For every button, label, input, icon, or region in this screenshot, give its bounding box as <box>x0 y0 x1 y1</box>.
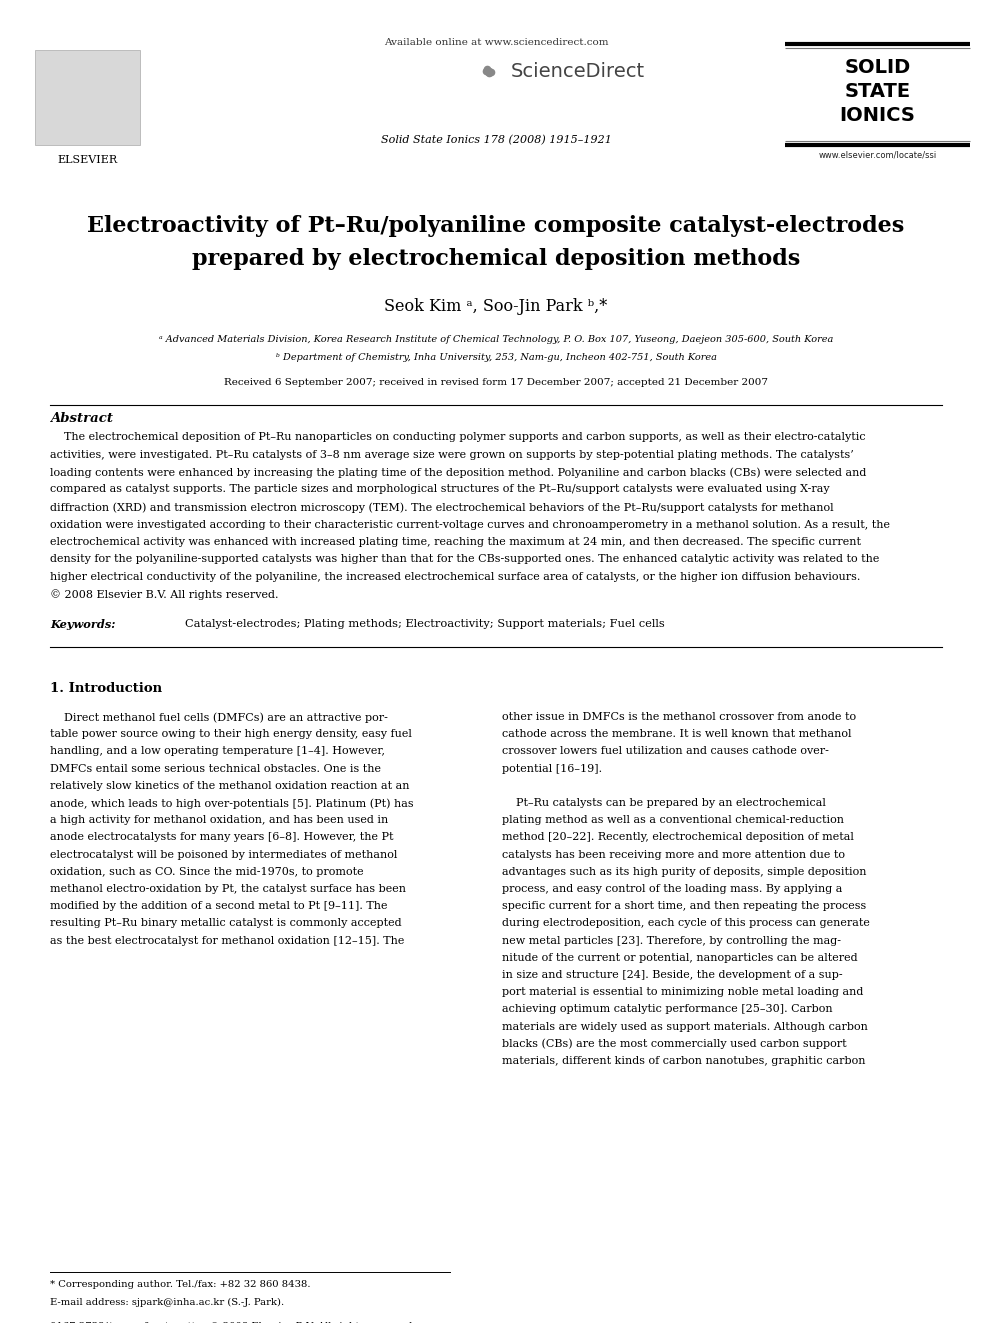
Text: IONICS: IONICS <box>839 106 916 124</box>
Text: * Corresponding author. Tel./fax: +82 32 860 8438.: * Corresponding author. Tel./fax: +82 32… <box>50 1279 310 1289</box>
Text: electrochemical activity was enhanced with increased plating time, reaching the : electrochemical activity was enhanced wi… <box>50 537 861 546</box>
Text: Pt–Ru catalysts can be prepared by an electrochemical: Pt–Ru catalysts can be prepared by an el… <box>502 798 826 808</box>
Text: 1. Introduction: 1. Introduction <box>50 681 162 695</box>
Text: anode electrocatalysts for many years [6–8]. However, the Pt: anode electrocatalysts for many years [6… <box>50 832 394 843</box>
Text: Keywords:: Keywords: <box>50 619 115 630</box>
Text: Available online at www.sciencedirect.com: Available online at www.sciencedirect.co… <box>384 38 608 48</box>
Text: oxidation, such as CO. Since the mid-1970s, to promote: oxidation, such as CO. Since the mid-197… <box>50 867 364 877</box>
Text: handling, and a low operating temperature [1–4]. However,: handling, and a low operating temperatur… <box>50 746 385 757</box>
Text: DMFCs entail some serious technical obstacles. One is the: DMFCs entail some serious technical obst… <box>50 763 381 774</box>
Text: STATE: STATE <box>844 82 911 101</box>
Text: blacks (CBs) are the most commercially used carbon support: blacks (CBs) are the most commercially u… <box>502 1039 846 1049</box>
Text: materials, different kinds of carbon nanotubes, graphitic carbon: materials, different kinds of carbon nan… <box>502 1056 865 1066</box>
Text: prepared by electrochemical deposition methods: prepared by electrochemical deposition m… <box>191 247 801 270</box>
Text: ScienceDirect: ScienceDirect <box>511 62 645 81</box>
Text: Solid State Ionics 178 (2008) 1915–1921: Solid State Ionics 178 (2008) 1915–1921 <box>381 135 611 146</box>
Text: Abstract: Abstract <box>50 411 113 425</box>
Text: diffraction (XRD) and transmission electron microscopy (TEM). The electrochemica: diffraction (XRD) and transmission elect… <box>50 501 833 512</box>
Text: oxidation were investigated according to their characteristic current-voltage cu: oxidation were investigated according to… <box>50 520 890 529</box>
Text: relatively slow kinetics of the methanol oxidation reaction at an: relatively slow kinetics of the methanol… <box>50 781 410 791</box>
Text: loading contents were enhanced by increasing the plating time of the deposition : loading contents were enhanced by increa… <box>50 467 866 478</box>
Text: ᵇ Department of Chemistry, Inha University, 253, Nam-gu, Incheon 402-751, South : ᵇ Department of Chemistry, Inha Universi… <box>276 353 716 363</box>
Text: port material is essential to minimizing noble metal loading and: port material is essential to minimizing… <box>502 987 863 998</box>
Text: Received 6 September 2007; received in revised form 17 December 2007; accepted 2: Received 6 September 2007; received in r… <box>224 378 768 388</box>
Text: The electrochemical deposition of Pt–Ru nanoparticles on conducting polymer supp: The electrochemical deposition of Pt–Ru … <box>50 433 866 442</box>
Text: crossover lowers fuel utilization and causes cathode over-: crossover lowers fuel utilization and ca… <box>502 746 829 757</box>
Text: density for the polyaniline-supported catalysts was higher than that for the CBs: density for the polyaniline-supported ca… <box>50 554 879 565</box>
Text: ELSEVIER: ELSEVIER <box>57 155 117 165</box>
Text: Seok Kim ᵃ, Soo-Jin Park ᵇ,*: Seok Kim ᵃ, Soo-Jin Park ᵇ,* <box>384 298 608 315</box>
Text: other issue in DMFCs is the methanol crossover from anode to: other issue in DMFCs is the methanol cro… <box>502 712 856 722</box>
Text: specific current for a short time, and then repeating the process: specific current for a short time, and t… <box>502 901 866 912</box>
Text: ᵃ Advanced Materials Division, Korea Research Institute of Chemical Technology, : ᵃ Advanced Materials Division, Korea Res… <box>159 335 833 344</box>
Text: electrocatalyst will be poisoned by intermediates of methanol: electrocatalyst will be poisoned by inte… <box>50 849 398 860</box>
Text: a high activity for methanol oxidation, and has been used in: a high activity for methanol oxidation, … <box>50 815 388 826</box>
Text: modified by the addition of a second metal to Pt [9–11]. The: modified by the addition of a second met… <box>50 901 388 912</box>
Text: resulting Pt–Ru binary metallic catalyst is commonly accepted: resulting Pt–Ru binary metallic catalyst… <box>50 918 402 929</box>
Text: E-mail address: sjpark@inha.ac.kr (S.-J. Park).: E-mail address: sjpark@inha.ac.kr (S.-J.… <box>50 1298 284 1307</box>
Text: activities, were investigated. Pt–Ru catalysts of 3–8 nm average size were grown: activities, were investigated. Pt–Ru cat… <box>50 450 854 459</box>
Text: table power source owing to their high energy density, easy fuel: table power source owing to their high e… <box>50 729 412 740</box>
Text: higher electrical conductivity of the polyaniline, the increased electrochemical: higher electrical conductivity of the po… <box>50 572 860 582</box>
Text: achieving optimum catalytic performance [25–30]. Carbon: achieving optimum catalytic performance … <box>502 1004 832 1015</box>
Text: materials are widely used as support materials. Although carbon: materials are widely used as support mat… <box>502 1021 868 1032</box>
Text: during electrodeposition, each cycle of this process can generate: during electrodeposition, each cycle of … <box>502 918 870 929</box>
Text: Direct methanol fuel cells (DMFCs) are an attractive por-: Direct methanol fuel cells (DMFCs) are a… <box>50 712 388 722</box>
Text: potential [16–19].: potential [16–19]. <box>502 763 602 774</box>
Text: new metal particles [23]. Therefore, by controlling the mag-: new metal particles [23]. Therefore, by … <box>502 935 841 946</box>
Text: as the best electrocatalyst for methanol oxidation [12–15]. The: as the best electrocatalyst for methanol… <box>50 935 405 946</box>
Text: methanol electro-oxidation by Pt, the catalyst surface has been: methanol electro-oxidation by Pt, the ca… <box>50 884 406 894</box>
Bar <box>35 50 140 146</box>
Text: cathode across the membrane. It is well known that methanol: cathode across the membrane. It is well … <box>502 729 851 740</box>
Text: compared as catalyst supports. The particle sizes and morphological structures o: compared as catalyst supports. The parti… <box>50 484 829 495</box>
Text: Catalyst-electrodes; Plating methods; Electroactivity; Support materials; Fuel c: Catalyst-electrodes; Plating methods; El… <box>185 619 665 628</box>
Text: SOLID: SOLID <box>844 58 911 77</box>
Text: process, and easy control of the loading mass. By applying a: process, and easy control of the loading… <box>502 884 842 894</box>
Text: method [20–22]. Recently, electrochemical deposition of metal: method [20–22]. Recently, electrochemica… <box>502 832 854 843</box>
Text: Electroactivity of Pt–Ru/polyaniline composite catalyst-electrodes: Electroactivity of Pt–Ru/polyaniline com… <box>87 216 905 237</box>
Text: plating method as well as a conventional chemical-reduction: plating method as well as a conventional… <box>502 815 844 826</box>
Text: catalysts has been receiving more and more attention due to: catalysts has been receiving more and mo… <box>502 849 845 860</box>
Text: anode, which leads to high over-potentials [5]. Platinum (Pt) has: anode, which leads to high over-potentia… <box>50 798 414 808</box>
Text: advantages such as its high purity of deposits, simple deposition: advantages such as its high purity of de… <box>502 867 866 877</box>
Text: in size and structure [24]. Beside, the development of a sup-: in size and structure [24]. Beside, the … <box>502 970 842 980</box>
Text: nitude of the current or potential, nanoparticles can be altered: nitude of the current or potential, nano… <box>502 953 858 963</box>
Text: www.elsevier.com/locate/ssi: www.elsevier.com/locate/ssi <box>818 149 936 159</box>
Text: © 2008 Elsevier B.V. All rights reserved.: © 2008 Elsevier B.V. All rights reserved… <box>50 590 279 601</box>
